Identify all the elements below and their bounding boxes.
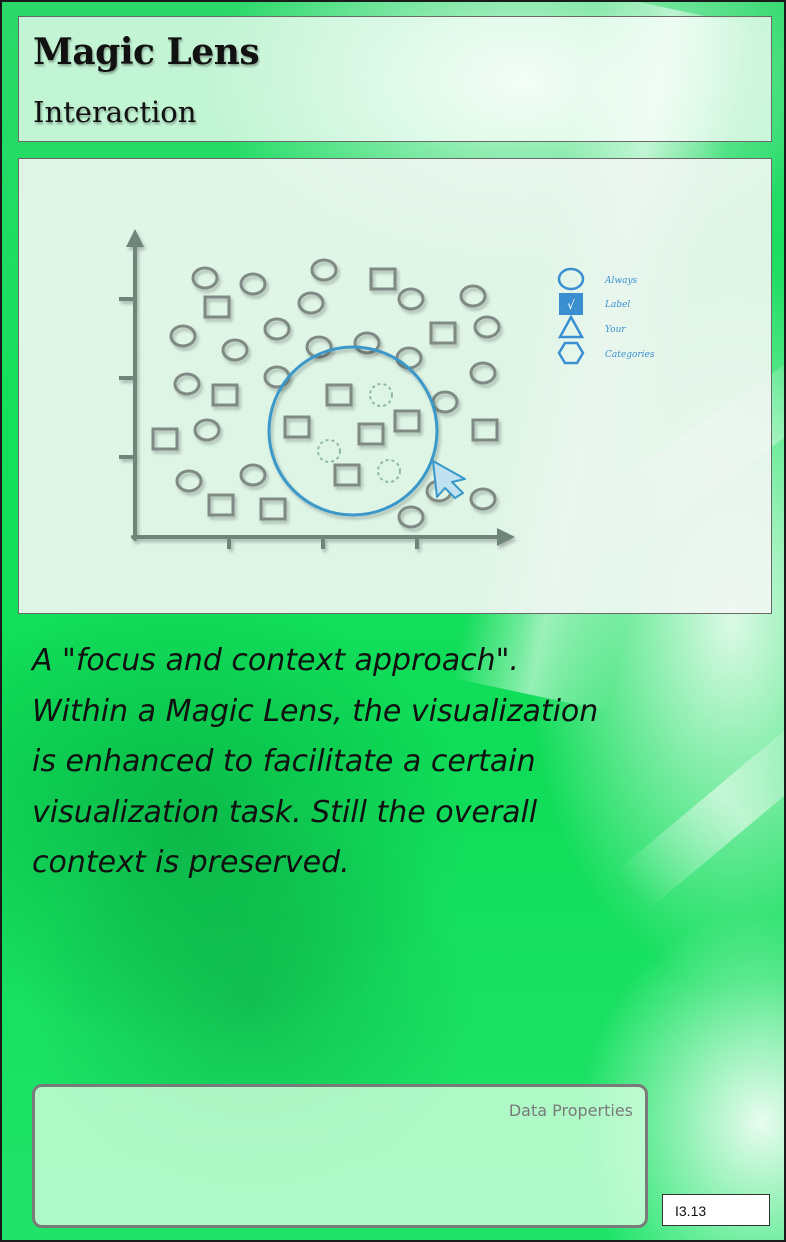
circle-marker xyxy=(169,324,197,348)
hidden-marker xyxy=(377,459,401,483)
circle-marker xyxy=(263,317,291,341)
hidden-marker xyxy=(317,439,341,463)
square-marker xyxy=(207,493,235,517)
legend: Always √ Label Your Categories xyxy=(557,267,655,365)
legend-item-hexagon: Categories xyxy=(557,341,655,365)
card-subtitle: Interaction xyxy=(33,95,197,129)
description-line: is enhanced to facilitate a certain xyxy=(32,744,536,779)
card-id: I3.13 xyxy=(662,1194,770,1226)
circle-marker xyxy=(297,291,325,315)
circle-icon xyxy=(557,267,585,291)
circle-marker xyxy=(459,284,487,308)
square-marker xyxy=(283,415,311,439)
description-line: Within a Magic Lens, the visualization xyxy=(32,693,599,729)
illustration-panel: Always √ Label Your Categories xyxy=(18,158,772,614)
square-marker xyxy=(333,463,361,487)
square-marker xyxy=(471,418,499,442)
hidden-marker xyxy=(369,383,393,407)
square-marker xyxy=(325,383,353,407)
circle-marker xyxy=(473,315,501,339)
legend-label: Always xyxy=(604,276,638,286)
circle-marker xyxy=(175,469,203,493)
legend-item-circle: Always xyxy=(557,267,638,291)
circle-marker xyxy=(239,463,267,487)
legend-label: Your xyxy=(605,325,626,335)
circle-marker xyxy=(191,266,219,290)
lens-hidden-markers xyxy=(317,383,401,483)
circle-marker xyxy=(193,418,221,442)
legend-label: Categories xyxy=(605,350,655,360)
square-marker xyxy=(203,295,231,319)
cursor-arrow-icon xyxy=(432,460,466,499)
square-marker xyxy=(151,427,179,451)
data-properties-label: Data Properties xyxy=(508,1101,633,1120)
circle-marker xyxy=(469,487,497,511)
description-line: context is preserved. xyxy=(32,845,350,880)
circle-marker xyxy=(263,365,291,389)
description-line: A "focus and context approach". xyxy=(32,643,519,678)
title-box: Magic Lens Interaction xyxy=(18,16,772,142)
circle-marker xyxy=(305,335,333,359)
circle-marker xyxy=(173,372,201,396)
circle-marker xyxy=(221,338,249,362)
check-square-icon xyxy=(559,293,583,315)
square-marker xyxy=(429,321,457,345)
description-line: visualization task. Still the overall xyxy=(32,794,538,830)
circle-marker xyxy=(469,361,497,385)
circle-marker xyxy=(310,258,338,282)
circle-marker xyxy=(431,390,459,414)
y-axis-arrow-icon xyxy=(126,229,144,247)
circle-marker xyxy=(353,331,381,355)
legend-item-triangle: Your xyxy=(557,314,626,339)
circle-marker xyxy=(397,287,425,311)
circle-marker xyxy=(239,272,267,296)
legend-item-label: √ Label xyxy=(559,293,630,315)
x-axis-arrow-icon xyxy=(497,528,515,546)
chart-axes xyxy=(119,229,515,549)
magic-lens-circle xyxy=(267,345,439,517)
card-description: A "focus and context approach". Within a… xyxy=(32,636,652,889)
check-glyph: √ xyxy=(567,298,575,312)
circle-marker xyxy=(395,346,423,370)
square-marker xyxy=(259,497,287,521)
legend-label: Label xyxy=(604,300,630,310)
magic-lens-illustration: Always √ Label Your Categories xyxy=(119,229,655,549)
square-marker xyxy=(369,267,397,291)
triangle-icon xyxy=(557,314,585,339)
card-title: Magic Lens xyxy=(33,31,260,73)
scatter-markers xyxy=(151,258,501,529)
square-marker xyxy=(357,422,385,446)
square-marker xyxy=(393,409,421,433)
data-properties-box: Data Properties xyxy=(32,1084,648,1228)
hexagon-icon xyxy=(557,341,585,365)
circle-marker xyxy=(397,505,425,529)
square-marker xyxy=(211,383,239,407)
